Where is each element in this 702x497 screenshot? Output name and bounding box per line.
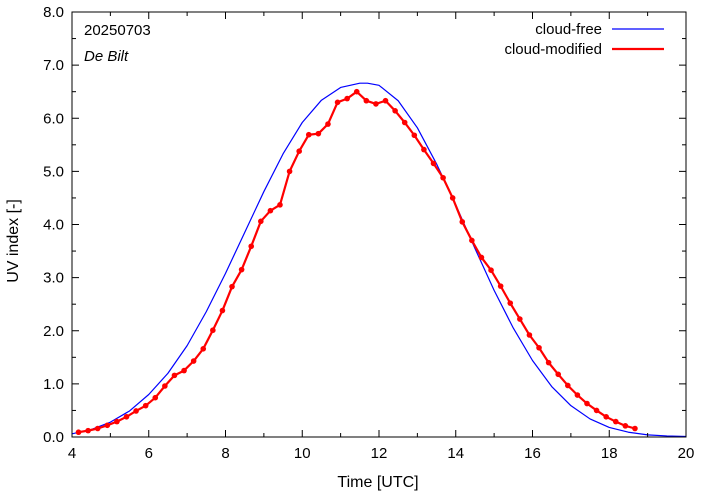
- cloud-modified-point: [123, 414, 130, 420]
- cloud-modified-point: [229, 283, 235, 290]
- cloud-modified-point: [430, 160, 437, 167]
- cloud-modified-point: [555, 371, 562, 378]
- cloud-modified-point: [142, 402, 149, 409]
- cloud-modified-point: [401, 119, 408, 126]
- cloud-modified-point: [459, 219, 466, 225]
- x-tick-label: 14: [447, 445, 464, 462]
- cloud-modified-point: [411, 132, 418, 139]
- cloud-modified-point: [248, 243, 255, 250]
- cloud-modified-point: [238, 266, 245, 273]
- cloud-modified-point: [200, 346, 207, 352]
- x-tick-label: 10: [294, 445, 311, 462]
- cloud-modified-point: [584, 400, 590, 407]
- cloud-modified-point: [94, 425, 101, 432]
- cloud-modified-point: [353, 88, 360, 95]
- date-annotation: 20250703: [84, 22, 151, 39]
- x-tick-label: 12: [371, 445, 388, 462]
- y-tick-label: 4.0: [43, 217, 64, 234]
- cloud-modified-point: [421, 146, 427, 153]
- cloud-modified-point: [373, 101, 379, 107]
- cloud-modified-point: [210, 327, 216, 334]
- cloud-modified-point: [315, 130, 322, 137]
- y-tick-label: 6.0: [43, 110, 64, 127]
- cloud-modified-point: [305, 131, 312, 138]
- cloud-modified-point: [574, 392, 581, 398]
- cloud-modified-point: [75, 429, 82, 436]
- cloud-modified-point: [469, 237, 475, 244]
- plot-frame: [71, 11, 687, 438]
- y-tick-label: 7.0: [43, 57, 64, 74]
- cloud-modified-point: [181, 367, 187, 374]
- cloud-modified-point: [190, 358, 197, 364]
- legend: cloud-free cloud-modified: [504, 21, 664, 58]
- location-annotation: De Bilt: [84, 48, 129, 65]
- cloud-modified-point: [612, 418, 619, 425]
- cloud-modified-point: [334, 99, 341, 106]
- cloud-modified-point: [565, 382, 571, 389]
- cloud-modified-point: [507, 300, 514, 306]
- cloud-modified-point: [478, 254, 485, 261]
- cloud-modified-point: [296, 148, 302, 154]
- cloud-modified-point: [85, 427, 91, 434]
- y-tick-label: 8.0: [43, 4, 64, 21]
- axes: 4 6 8 10 12 14 16 18 20 0.0 1.0 2.0 3.0 4.0 5.0 6.0 7.0 8…: [43, 4, 694, 462]
- x-axis-title: Time [UTC]: [337, 474, 418, 491]
- cloud-modified-point: [632, 425, 638, 432]
- cloud-modified-point: [325, 121, 331, 127]
- x-tick-label: 8: [221, 445, 229, 462]
- cloud-modified-point: [104, 422, 111, 429]
- cloud-modified-point: [219, 307, 226, 314]
- cloud-modified-point: [497, 283, 504, 289]
- y-axis-title: UV index [-]: [5, 199, 22, 283]
- x-tick-label: 20: [678, 445, 695, 462]
- y-tick-label: 5.0: [43, 163, 64, 180]
- cloud-modified-point: [488, 267, 494, 273]
- cloud-modified-point: [382, 97, 389, 104]
- cloud-modified-point: [363, 97, 370, 104]
- legend-label-cloud-free: cloud-free: [535, 21, 602, 38]
- cloud-modified-point: [545, 359, 552, 366]
- cloud-modified-point: [603, 414, 609, 420]
- y-tick-label: 2.0: [43, 323, 64, 340]
- cloud-modified-line: [78, 90, 636, 434]
- cloud-modified-point: [526, 332, 533, 338]
- cloud-modified-point: [133, 408, 139, 414]
- x-tick-label: 18: [601, 445, 618, 462]
- cloud-modified-point: [344, 95, 350, 102]
- x-tick-label: 6: [145, 445, 153, 462]
- cloud-modified-point: [286, 168, 293, 175]
- cloud-modified-point: [593, 407, 600, 414]
- y-tick-label: 1.0: [43, 376, 64, 393]
- cloud-modified-point: [171, 372, 178, 379]
- cloud-modified-point: [277, 202, 283, 208]
- cloud-modified-point: [152, 394, 159, 401]
- cloud-modified-point: [162, 383, 168, 389]
- x-tick-label: 16: [524, 445, 541, 462]
- cloud-modified-point: [517, 316, 523, 322]
- x-tick-label: 4: [68, 445, 76, 462]
- cloud-modified-point: [536, 344, 542, 351]
- cloud-modified-point: [258, 218, 264, 225]
- cloud-modified-point: [622, 423, 629, 429]
- y-tick-label: 3.0: [43, 270, 64, 287]
- series-layer: [72, 82, 686, 437]
- cloud-free-line: [72, 82, 686, 437]
- legend-label-cloud-modified: cloud-modified: [504, 41, 602, 58]
- cloud-modified-point: [114, 418, 120, 425]
- cloud-modified-point: [267, 207, 274, 214]
- cloud-modified-point: [449, 195, 456, 201]
- cloud-modified-point: [440, 174, 446, 181]
- y-tick-label: 0.0: [43, 429, 64, 446]
- cloud-modified-point: [392, 108, 398, 114]
